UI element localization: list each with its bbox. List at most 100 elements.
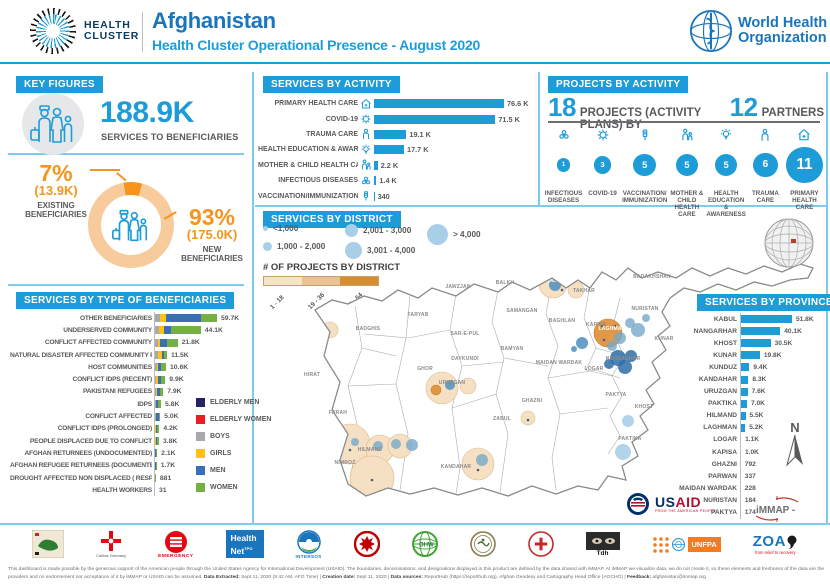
new-pct: 93% — [188, 204, 236, 230]
map-province-label: BALKH — [496, 280, 515, 286]
beneficiary-bar-segment — [166, 314, 201, 323]
legend-row: ELDERLY MEN — [196, 394, 271, 411]
beneficiary-bar-segment — [159, 387, 164, 396]
map-province-label: LAGHMAN — [599, 326, 626, 332]
map-mark-teal — [614, 332, 626, 344]
map-mark-tan — [459, 377, 477, 395]
province-value: 40.1K — [784, 327, 802, 335]
map-province-label: TAKHAR — [573, 288, 595, 294]
beneficiary-row: AFGHAN REFUGEE RETURNEES (DOCUMENTED) 1.7… — [10, 460, 250, 472]
legend-label: ELDERLY MEN — [210, 399, 260, 406]
province-row: KUNAR 19.8K — [664, 349, 828, 361]
beneficiary-bar — [155, 474, 156, 482]
district-bin-segment — [302, 277, 340, 285]
map-mark-teal — [631, 323, 645, 337]
immap-logo: iMMAP - — [748, 496, 806, 527]
beneficiary-bar-segment — [158, 326, 165, 335]
map-province-label: KANDAHAR — [441, 464, 472, 470]
beneficiary-row: IDPS 5.8K — [10, 398, 250, 410]
province-value: 228 — [744, 484, 756, 492]
family-icon — [30, 105, 73, 143]
activity-value: 71.5 K — [498, 114, 520, 124]
beneficiary-bar-segment — [167, 338, 178, 347]
map-province-label: KAPISA — [586, 322, 606, 328]
beneficiary-row: CONFLICT IDPS (PROLONGED) 4.2K — [10, 423, 250, 435]
disclaimer-part: Feedback: — [626, 575, 652, 580]
beneficiary-bar-segment — [155, 461, 156, 470]
beneficiary-value: 881 — [159, 474, 172, 482]
project-circle-row: 5 — [714, 144, 738, 186]
project-count-circle: 5 — [675, 153, 699, 177]
beneficiary-bar-segment — [155, 363, 158, 372]
district-size-label: 1,000 - 2,000 — [277, 242, 326, 251]
province-row: KANDAHAR 8.3K — [664, 373, 828, 385]
separator-left-col — [252, 72, 254, 523]
activity-icon-holder — [358, 113, 374, 125]
legend-swatch — [196, 466, 205, 475]
new-beneficiaries-block: 93% (175.0K) NEW BENEFICIARIES — [176, 204, 248, 264]
partner-logo-org-circle — [469, 531, 496, 557]
beneficiary-bar — [155, 387, 164, 396]
beneficiary-bar-segment — [157, 351, 162, 360]
project-circle-row: 6 — [753, 144, 778, 186]
health-cluster-logo-icon — [30, 8, 76, 54]
activity-value: 76.6 K — [507, 99, 529, 109]
province-value: 1.0K — [745, 448, 759, 456]
province-bar — [740, 375, 749, 384]
new-value: (175.0K) — [186, 227, 238, 242]
map-mark-teal — [373, 441, 383, 451]
beneficiary-bar-segment — [155, 338, 158, 347]
project-circle-row: 1 — [556, 144, 571, 186]
projects-by-district-title: # OF PROJECTS BY DISTRICT — [263, 262, 401, 273]
beneficiary-label: DROUGHT AFFECTED NON DISPLACED ( RESPONS… — [10, 474, 152, 482]
virus-icon — [361, 114, 371, 124]
beneficiary-value: 3.8K — [162, 437, 178, 445]
beneficiaries-icon-circle — [22, 93, 84, 155]
beneficiary-bar — [155, 326, 201, 335]
page-subtitle: Health Cluster Operational Presence - Au… — [152, 37, 481, 53]
map-mark-dot — [560, 288, 564, 292]
map-province-label: BADGHIS — [356, 326, 381, 332]
section-services-by-beneficiaries: SERVICES BY TYPE OF BENEFICIARIES — [16, 292, 235, 309]
new-label2: BENEFICIARIES — [181, 254, 243, 263]
activity-icon-holder — [358, 159, 374, 171]
project-activity-col: 5 HEALTH EDUCATION & AWARENESS — [706, 126, 746, 218]
healthnet-line1: Health — [230, 533, 257, 543]
province-value: 5.2K — [749, 424, 764, 432]
beneficiary-label: PAKISTANI REFUGEES — [82, 388, 152, 396]
new-label1: NEW — [202, 245, 222, 254]
partners-count: 12 — [729, 92, 758, 122]
map-mark-dot — [526, 418, 530, 422]
map-mark-blue — [571, 346, 577, 352]
caritas-label: Caritas Germany — [95, 553, 127, 558]
activity-bar — [374, 191, 375, 201]
beneficiary-bar-segment — [157, 338, 160, 347]
beneficiary-label: OTHER BENEFICIARIES — [79, 314, 152, 322]
beneficiary-bar — [155, 375, 166, 384]
beneficiary-value: 10.6K — [170, 363, 189, 371]
district-size-dot — [263, 242, 272, 251]
beneficiary-label: CONFLICT AFFECTED COMMUNITY — [44, 339, 152, 347]
province-label: KANDAHAR — [698, 376, 737, 384]
beneficiary-bar-segment — [156, 387, 158, 396]
beneficiaries-legend: ELDERLY MEN ELDERLY WOMEN BOYS GIRLS MEN WOME… — [196, 394, 271, 496]
usaid-seal-icon — [627, 493, 649, 515]
activity-row: COVID-19 71.5 K — [258, 111, 534, 126]
partner-logos-row: Caritas Germany EMERGENCY Health NetTPO … — [0, 527, 830, 561]
province-label: NURISTAN — [703, 496, 737, 504]
legend-label: WOMEN — [210, 484, 238, 491]
existing-label1: EXISTING — [37, 201, 75, 210]
activity-label: INFECTIOUS DISEASES — [278, 177, 358, 185]
legend-swatch — [196, 415, 205, 424]
beneficiary-label: CONFLICT AFFECTED — [85, 413, 152, 421]
map-province-label: URUZGAN — [439, 380, 466, 386]
province-row: KHOST 30.5K — [664, 337, 828, 349]
total-services-value: 188.9K — [100, 96, 194, 129]
map-mark-dot — [476, 468, 480, 472]
tdh-label: Tdh — [596, 549, 609, 557]
project-activity-col: 5 VACCINATION/IMMUNIZATION — [622, 126, 667, 218]
legend-row: GIRLS — [196, 445, 271, 462]
province-bar — [740, 351, 760, 360]
activity-value: 1.4 K — [379, 176, 397, 186]
